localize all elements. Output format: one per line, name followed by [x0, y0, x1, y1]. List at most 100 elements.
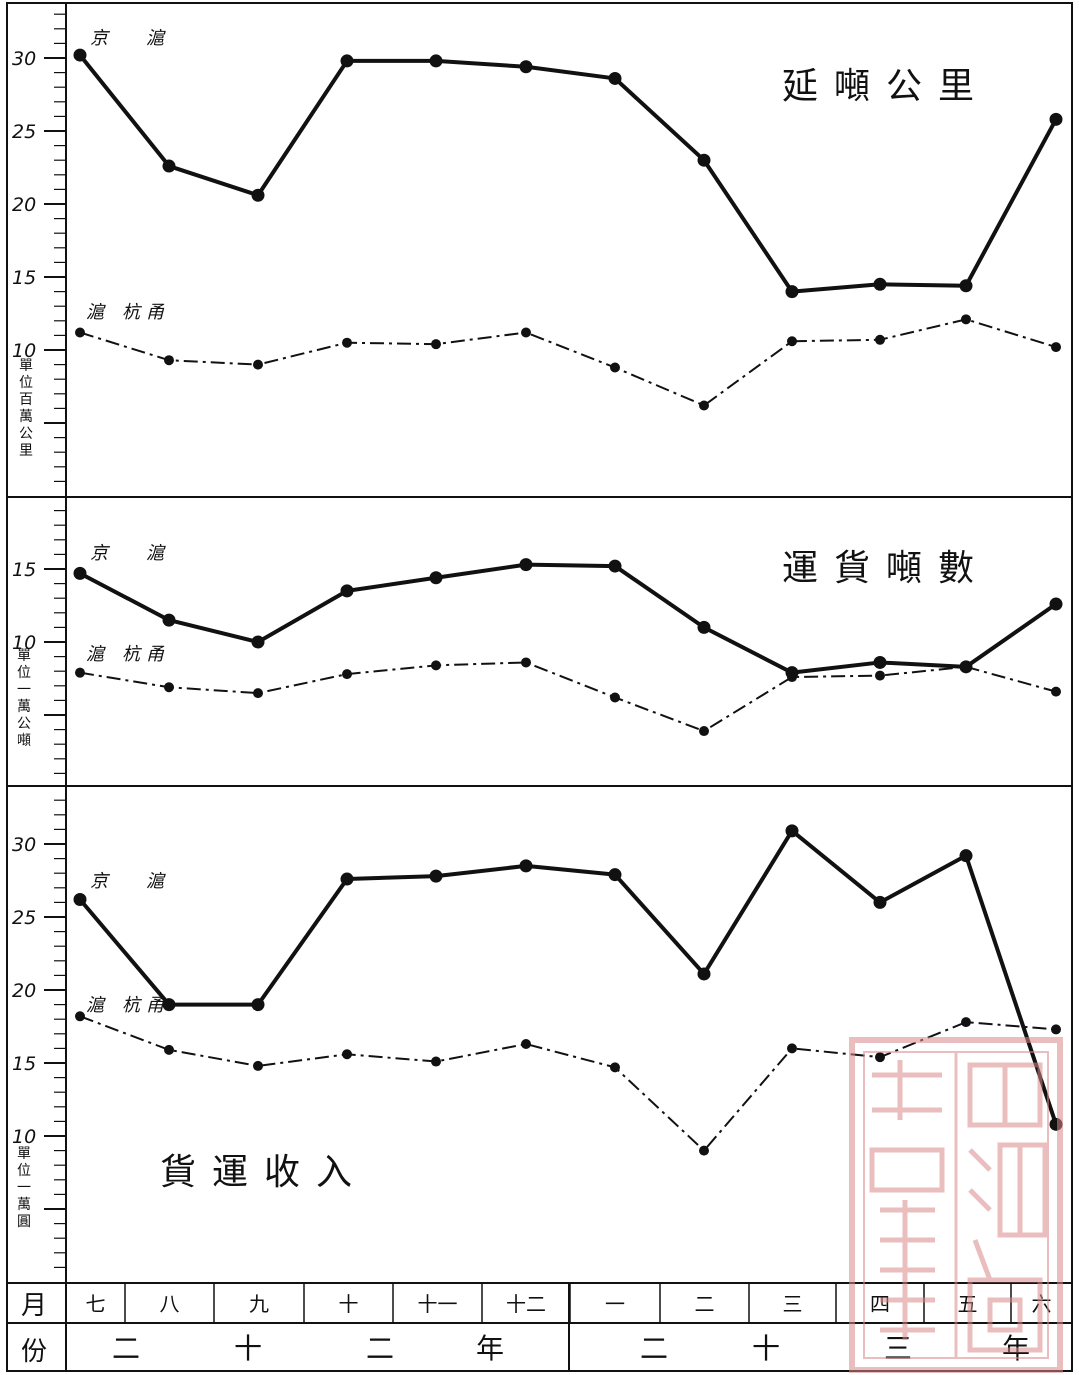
year-label-char: 十	[752, 1332, 780, 1365]
data-point-hu-hang-yong	[431, 339, 441, 350]
data-point-hu-hang-yong	[431, 660, 441, 671]
y-unit-label-char: 里	[19, 443, 33, 459]
y-tick-label: 15	[12, 559, 36, 581]
month-label: 八	[160, 1292, 180, 1316]
data-point-hu-hang-yong	[521, 327, 531, 338]
data-point-hu-hang-yong	[253, 359, 263, 370]
series-name-char: 甬	[146, 995, 165, 1016]
data-point-jing-hu	[608, 868, 622, 882]
y-unit-label-char: 圓	[17, 1214, 31, 1230]
month-label: 四	[870, 1292, 890, 1316]
data-point-jing-hu	[785, 285, 799, 299]
data-point-jing-hu	[429, 869, 443, 883]
series-lines	[78, 53, 1058, 1152]
data-point-hu-hang-yong	[164, 355, 174, 366]
data-point-jing-hu	[162, 998, 176, 1012]
month-axis-label-char: 份	[21, 1337, 47, 1367]
data-point-jing-hu	[959, 849, 973, 863]
data-point-jing-hu	[73, 566, 87, 580]
data-point-hu-hang-yong	[787, 336, 797, 347]
data-point-jing-hu	[873, 655, 887, 669]
month-axis-label-char: 月	[21, 1291, 47, 1321]
series-line-hu-hang-yong	[79, 661, 1057, 733]
data-point-jing-hu	[251, 635, 265, 649]
data-point-hu-hang-yong	[164, 682, 174, 693]
month-label: 二	[695, 1292, 715, 1316]
month-label: 三	[783, 1292, 803, 1316]
y-unit-label-char: 公	[19, 426, 33, 442]
series-name-char: 滬	[86, 302, 106, 323]
year-row: 份二十二年二十三年	[21, 1332, 1030, 1367]
y-tick-label: 25	[12, 121, 36, 143]
series-line-jing-hu	[79, 562, 1058, 675]
data-point-hu-hang-yong	[787, 1043, 797, 1054]
series-name-char: 滬	[86, 995, 106, 1016]
data-point-hu-hang-yong	[1051, 342, 1061, 353]
data-point-hu-hang-yong	[431, 1056, 441, 1067]
y-tick-label: 25	[12, 907, 36, 929]
data-point-hu-hang-yong	[699, 1145, 709, 1156]
series-name-char: 杭	[122, 995, 143, 1016]
panel-title-char: 運	[782, 548, 818, 589]
series-name-char: 甬	[146, 644, 165, 665]
series-points	[73, 48, 1063, 1156]
panel-titles: 延噸公里運貨噸數貨運收入	[160, 66, 974, 1193]
data-point-jing-hu	[340, 872, 354, 886]
y-tick-label: 10	[12, 1126, 36, 1148]
data-point-hu-hang-yong	[342, 337, 352, 348]
data-point-hu-hang-yong	[875, 334, 885, 345]
data-point-hu-hang-yong	[253, 1060, 263, 1071]
data-point-jing-hu	[608, 71, 622, 85]
panel-title-char: 貨	[834, 548, 870, 589]
data-point-jing-hu	[697, 153, 711, 167]
data-point-jing-hu	[162, 613, 176, 627]
data-point-hu-hang-yong	[75, 667, 85, 678]
series-name-char: 甬	[146, 302, 165, 323]
data-point-hu-hang-yong	[1051, 686, 1061, 697]
data-point-hu-hang-yong	[875, 1052, 885, 1063]
y-tick-label: 10	[12, 340, 36, 362]
series-line-hu-hang-yong	[79, 1015, 1057, 1152]
y-unit-label-char: 萬	[19, 409, 33, 425]
panel-title-char: 里	[938, 66, 974, 107]
year-label-char: 二	[112, 1332, 140, 1365]
year-label-char: 十	[234, 1332, 262, 1365]
data-point-jing-hu	[873, 277, 887, 291]
data-point-hu-hang-yong	[253, 688, 263, 699]
data-point-jing-hu	[429, 571, 443, 585]
series-name-char: 滬	[146, 543, 166, 564]
series-name-char: 滬	[146, 28, 166, 49]
data-point-jing-hu	[429, 54, 443, 68]
year-label-char: 三	[884, 1332, 912, 1365]
data-point-jing-hu	[1049, 112, 1063, 126]
data-point-jing-hu	[519, 859, 533, 873]
data-point-hu-hang-yong	[521, 657, 531, 668]
y-unit-label-char: 位	[19, 375, 33, 391]
data-point-jing-hu	[340, 584, 354, 598]
series-name-char: 京	[90, 871, 111, 892]
month-label: 十	[339, 1292, 359, 1316]
y-unit-label-char: 位	[17, 1163, 31, 1179]
series-name-char: 京	[90, 28, 111, 49]
data-point-hu-hang-yong	[521, 1039, 531, 1050]
month-label: 十二	[506, 1292, 546, 1316]
panel-title-char: 貨	[160, 1152, 196, 1193]
data-point-hu-hang-yong	[961, 1017, 971, 1028]
y-tick-label: 30	[12, 834, 36, 856]
y-unit-label-char: 一	[17, 1180, 31, 1196]
y-tick-label: 15	[12, 267, 36, 289]
data-point-jing-hu	[73, 48, 87, 62]
y-unit-label-char: 噸	[17, 733, 31, 749]
y-tick-label: 15	[12, 1053, 36, 1075]
outer-frame	[6, 2, 1073, 1372]
y-unit-label-char: 單	[19, 358, 33, 374]
year-label-char: 二	[366, 1332, 394, 1365]
series-name-char: 杭	[122, 644, 143, 665]
y-unit-label-char: 單	[17, 1146, 31, 1162]
y-tick-labels: 10 15 20 25 30 10 15 10 15 20 25 30	[12, 48, 36, 1148]
series-name-labels: 京滬滬杭甬京 滬滬杭甬京 滬滬杭甬	[86, 28, 166, 1016]
year-label-char: 年	[476, 1332, 504, 1365]
